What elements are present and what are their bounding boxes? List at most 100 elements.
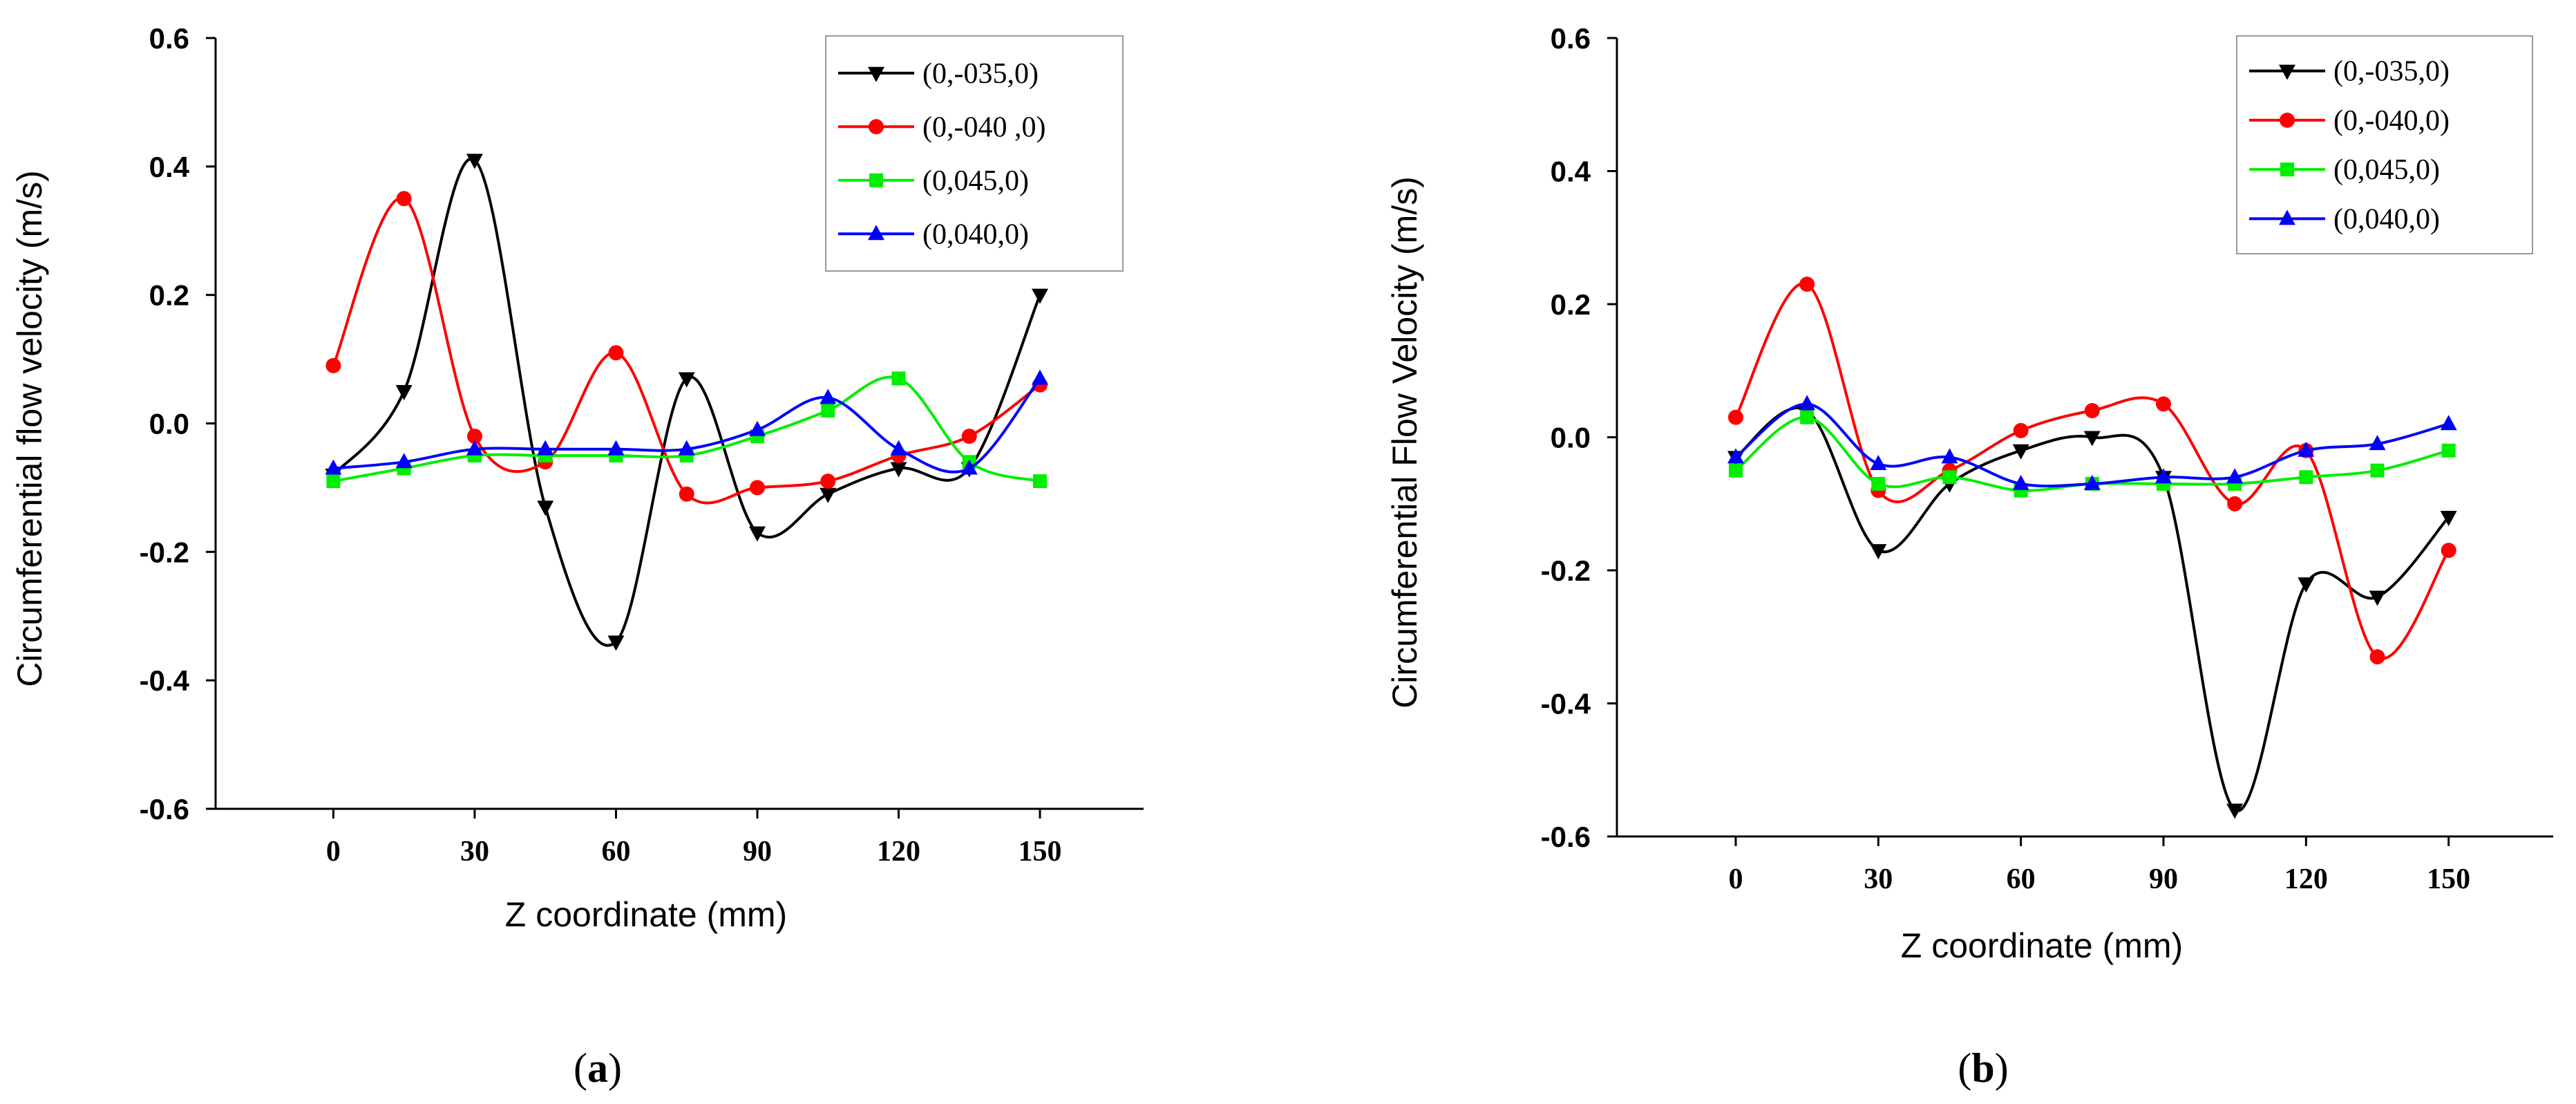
data-point [890,462,907,478]
chart-a: 0.6 0.4 0.2 0.0 -0.2 -0.4 -0.6 0 30 60 90 120 150 Z c… [10,22,1144,1091]
y-tick-label: -0.6 [1541,821,1591,853]
y-tick-label: -0.2 [1541,554,1591,587]
panel-label: (b) [1958,1045,2008,1091]
y-tick-label: 0.4 [149,151,190,183]
legend-marker [868,225,884,241]
panel-label: (a) [574,1045,622,1091]
y-tick-label: 0.0 [1551,422,1591,454]
data-point [2154,468,2172,484]
series-line [333,375,1041,483]
data-point [2012,474,2029,490]
data-point [1032,369,1049,385]
legend-label: (0,-035,0) [2333,56,2450,88]
data-point [890,440,907,456]
data-point [396,191,412,207]
series-2 [325,191,1048,505]
data-point [2441,443,2456,458]
legend-marker [869,119,884,135]
legend-marker [2280,112,2295,128]
series-4 [1727,395,2457,490]
legend-label: (0,045,0) [2333,154,2440,186]
data-point [1727,409,1743,425]
legend-marker [2280,162,2294,177]
data-point [395,385,413,401]
data-point [678,372,695,388]
legend-entry: (0,040,0) [2249,203,2440,235]
data-point [1728,463,1743,478]
data-point [2083,431,2101,447]
data-point [820,474,836,489]
legend-entry: (0,-040 ,0) [838,111,1045,143]
legend: (0,-035,0) (0,-040,0) (0,045,0) (0,040,0) [2236,35,2533,254]
x-tick-label: 150 [2427,863,2470,895]
y-tick-label: -0.6 [140,793,189,825]
data-point [2369,649,2385,665]
legend-entry: (0,-035,0) [2249,56,2450,88]
x-tick-label: 90 [743,836,772,868]
data-point [1942,470,1957,485]
legend-label: (0,040,0) [2333,203,2440,235]
data-point [1871,476,1886,491]
legend-marker [2279,209,2295,225]
series-4 [325,369,1049,475]
data-point [2083,474,2101,490]
data-point [678,440,695,456]
series-line [1734,406,2450,813]
data-point [1727,448,1744,464]
legend-marker [2279,64,2295,80]
legend-label: (0,-040 ,0) [922,111,1045,143]
x-axis-title: Z coordinate (mm) [505,895,787,934]
data-point [537,500,554,516]
data-point [1870,544,1887,560]
data-point [2369,590,2386,606]
x-tick-label: 120 [2284,863,2328,895]
legend-label: (0,045,0) [922,165,1029,197]
data-point [2013,422,2029,438]
data-point [2155,396,2171,412]
x-axis-title: Z coordinate (mm) [1901,926,2183,965]
data-point [2441,543,2456,559]
data-point [466,440,483,456]
y-tick-label: -0.4 [140,664,190,697]
data-point [2298,441,2315,457]
legend-entry: (0,-040,0) [2249,105,2450,137]
data-point [1799,395,1816,411]
data-point [2226,468,2244,484]
legend-label: (0,-040,0) [2333,105,2450,137]
y-axis-title: Circumferential flow velocity (m/s) [10,170,49,686]
data-point [2084,403,2100,418]
series-line [333,377,1041,474]
x-tick-label: 30 [460,836,489,868]
data-point [1033,474,1048,489]
data-point [607,440,625,456]
data-point [1032,288,1049,304]
data-point [820,487,837,503]
data-point [821,403,835,418]
y-tick-label: 0.2 [149,279,189,312]
data-point [2012,444,2029,460]
legend-entry: (0,-035,0) [838,58,1039,90]
data-point [2299,470,2313,485]
data-point [1941,448,1958,464]
y-tick-label: 0.4 [1551,156,1591,188]
data-point [326,474,341,489]
chart-b: 0.6 0.4 0.2 0.0 -0.2 -0.4 -0.6 0 30 60 90 120 150 Z c… [1385,22,2553,1091]
data-point [748,526,766,542]
data-point [607,635,625,651]
x-tick-label: 150 [1019,836,1062,868]
data-point [748,420,766,436]
x-tick-label: 0 [1728,863,1743,895]
series-1 [1727,404,2457,819]
legend-entry: (0,045,0) [838,165,1029,197]
data-point [2227,496,2243,512]
series-2 [1727,277,2456,665]
x-tick-label: 60 [601,836,630,868]
data-point [466,429,482,445]
y-tick-label: 0.6 [149,22,189,55]
data-point [679,486,694,502]
data-point [466,153,483,169]
data-point [891,371,906,386]
data-point [2370,463,2385,478]
legend-marker [868,66,884,82]
